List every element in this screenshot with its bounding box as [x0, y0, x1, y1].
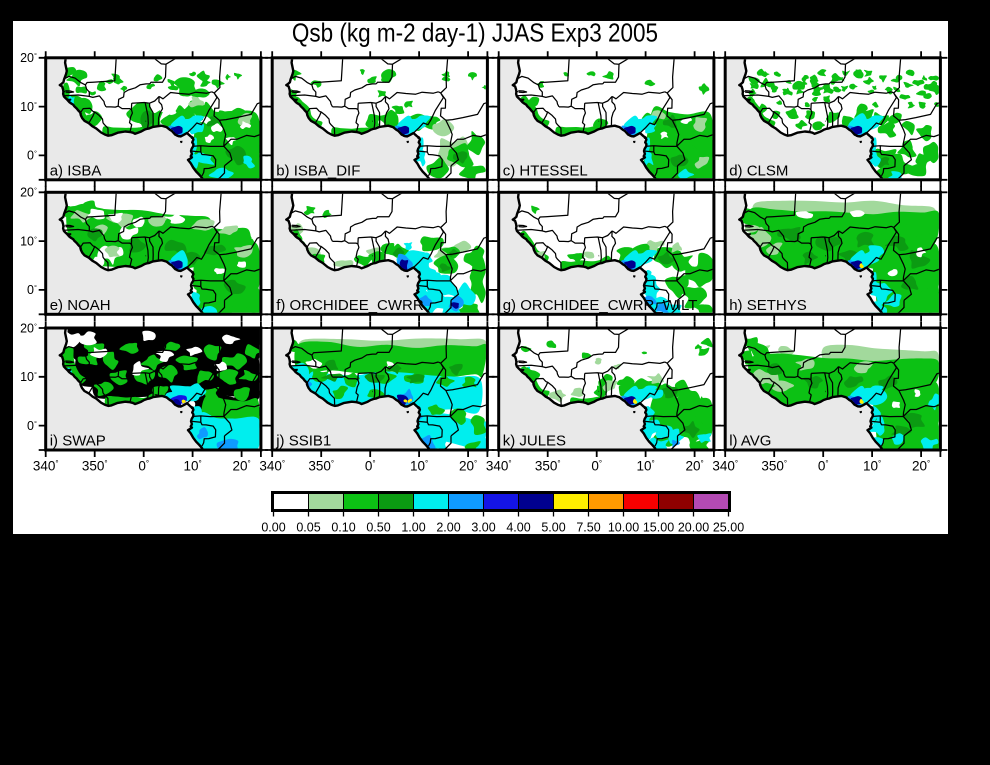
svg-text:0.10: 0.10	[331, 521, 355, 535]
svg-text:g) ORCHIDEE_CWRR_WILT: g) ORCHIDEE_CWRR_WILT	[503, 297, 698, 314]
svg-text:340°: 340°	[259, 459, 285, 474]
svg-text:20°: 20°	[20, 186, 37, 200]
svg-text:1.00: 1.00	[401, 521, 425, 535]
svg-text:0.05: 0.05	[296, 521, 320, 535]
svg-text:10°: 10°	[636, 459, 654, 474]
svg-text:b) ISBA_DIF: b) ISBA_DIF	[276, 162, 360, 179]
svg-text:10°: 10°	[410, 459, 428, 474]
svg-text:15.00: 15.00	[643, 521, 674, 535]
svg-text:i) SWAP: i) SWAP	[50, 433, 106, 450]
svg-text:20°: 20°	[20, 51, 37, 65]
svg-text:7.50: 7.50	[576, 521, 600, 535]
svg-text:0°: 0°	[591, 459, 602, 474]
svg-text:350°: 350°	[308, 459, 334, 474]
svg-text:k) JULES: k) JULES	[503, 433, 566, 450]
svg-text:20°: 20°	[685, 459, 703, 474]
svg-text:340°: 340°	[486, 459, 512, 474]
svg-text:c) HTESSEL: c) HTESSEL	[503, 162, 588, 179]
svg-text:a) ISBA: a) ISBA	[50, 162, 102, 179]
svg-text:0°: 0°	[138, 459, 149, 474]
svg-text:3.00: 3.00	[471, 521, 495, 535]
svg-text:Qsb (kg m-2 day-1) JJAS Exp3 2: Qsb (kg m-2 day-1) JJAS Exp3 2005	[292, 19, 658, 48]
svg-text:10°: 10°	[20, 234, 37, 248]
svg-text:20°: 20°	[459, 459, 477, 474]
svg-text:d) CLSM: d) CLSM	[729, 162, 788, 179]
svg-text:350°: 350°	[535, 459, 561, 474]
svg-text:10°: 10°	[863, 459, 881, 474]
svg-text:25.00: 25.00	[713, 521, 744, 535]
svg-text:0.50: 0.50	[366, 521, 390, 535]
svg-text:340°: 340°	[712, 459, 738, 474]
svg-text:10°: 10°	[20, 100, 37, 114]
svg-text:j) SSIB1: j) SSIB1	[275, 433, 331, 450]
svg-text:0.00: 0.00	[261, 521, 285, 535]
svg-text:10°: 10°	[20, 370, 37, 384]
svg-text:0°: 0°	[818, 459, 829, 474]
svg-text:e) NOAH: e) NOAH	[50, 297, 111, 314]
svg-text:0°: 0°	[27, 149, 37, 163]
svg-text:0°: 0°	[365, 459, 376, 474]
svg-text:20°: 20°	[912, 459, 930, 474]
svg-text:5.00: 5.00	[541, 521, 565, 535]
svg-text:l) AVG: l) AVG	[729, 433, 771, 450]
svg-text:20.00: 20.00	[678, 521, 709, 535]
svg-text:350°: 350°	[82, 459, 108, 474]
svg-text:0°: 0°	[27, 419, 37, 433]
svg-text:10.00: 10.00	[608, 521, 639, 535]
svg-text:4.00: 4.00	[506, 521, 530, 535]
svg-text:f) ORCHIDEE_CWRR: f) ORCHIDEE_CWRR	[276, 297, 424, 314]
svg-text:20°: 20°	[232, 459, 250, 474]
svg-text:340°: 340°	[33, 459, 59, 474]
svg-text:350°: 350°	[761, 459, 787, 474]
svg-text:20°: 20°	[20, 321, 37, 335]
svg-text:0°: 0°	[27, 283, 37, 297]
svg-text:2.00: 2.00	[436, 521, 460, 535]
svg-text:h) SETHYS: h) SETHYS	[729, 297, 807, 314]
svg-text:10°: 10°	[183, 459, 201, 474]
